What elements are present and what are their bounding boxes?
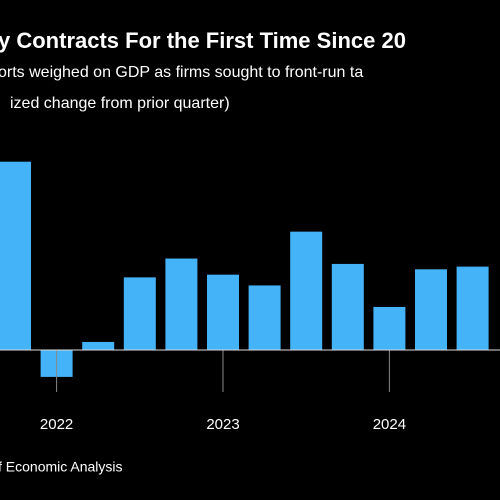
bar xyxy=(165,258,198,350)
chart-subtitle: orts weighed on GDP as firms sought to f… xyxy=(0,64,363,81)
x-tick-label: 2022 xyxy=(40,416,73,433)
bar xyxy=(207,274,239,350)
bar xyxy=(290,231,323,350)
bar xyxy=(123,277,156,350)
bar xyxy=(82,341,115,350)
chart-title: y Contracts For the First Time Since 20 xyxy=(0,28,406,53)
bar xyxy=(456,266,489,350)
bar xyxy=(248,285,281,350)
x-tick-label: 2024 xyxy=(373,416,406,433)
bar xyxy=(331,263,364,350)
source: f Economic Analysis xyxy=(0,459,123,475)
bar xyxy=(0,161,31,350)
axis-note: ized change from prior quarter) xyxy=(10,95,230,112)
bar xyxy=(373,306,406,350)
x-tick-label: 2023 xyxy=(206,416,239,433)
bar xyxy=(415,269,447,350)
